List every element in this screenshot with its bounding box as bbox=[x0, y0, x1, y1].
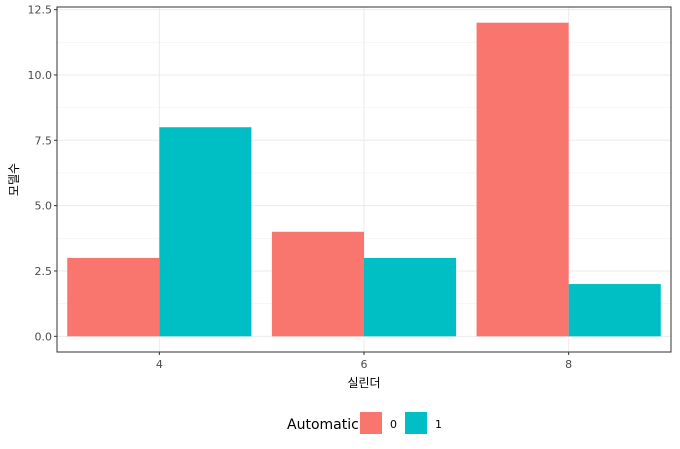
legend-key-series1 bbox=[405, 412, 427, 434]
bar-cyl8-series0 bbox=[476, 22, 569, 337]
legend-label-series0: 0 bbox=[390, 418, 397, 431]
y-tick-label: 0.0 bbox=[35, 330, 53, 343]
y-tick-label: 5.0 bbox=[35, 200, 53, 213]
bar-cyl8-series1 bbox=[568, 284, 661, 337]
bar-cyl6-series1 bbox=[364, 257, 457, 337]
legend-label-series1: 1 bbox=[435, 418, 442, 431]
x-tick-label: 6 bbox=[361, 358, 368, 371]
x-axis-title: 실린더 bbox=[347, 376, 380, 390]
legend-title: Automatic bbox=[287, 417, 359, 433]
x-tick-label: 8 bbox=[565, 358, 572, 371]
y-axis-title: 모델수 bbox=[7, 163, 21, 196]
y-tick-label: 10.0 bbox=[28, 69, 53, 82]
x-axis: 4 6 8 bbox=[156, 352, 572, 371]
bar-cyl4-series1 bbox=[159, 127, 252, 337]
y-tick-label: 2.5 bbox=[35, 265, 53, 278]
x-tick-label: 4 bbox=[156, 358, 163, 371]
bar-cyl4-series0 bbox=[67, 257, 160, 337]
bars-layer bbox=[67, 22, 661, 337]
y-tick-label: 7.5 bbox=[35, 134, 53, 147]
y-axis: 0.0 2.5 5.0 7.5 10.0 12.5 bbox=[28, 4, 57, 343]
legend-key-series0 bbox=[360, 412, 382, 434]
y-tick-label: 12.5 bbox=[28, 4, 53, 17]
bar-cyl6-series0 bbox=[271, 231, 364, 337]
